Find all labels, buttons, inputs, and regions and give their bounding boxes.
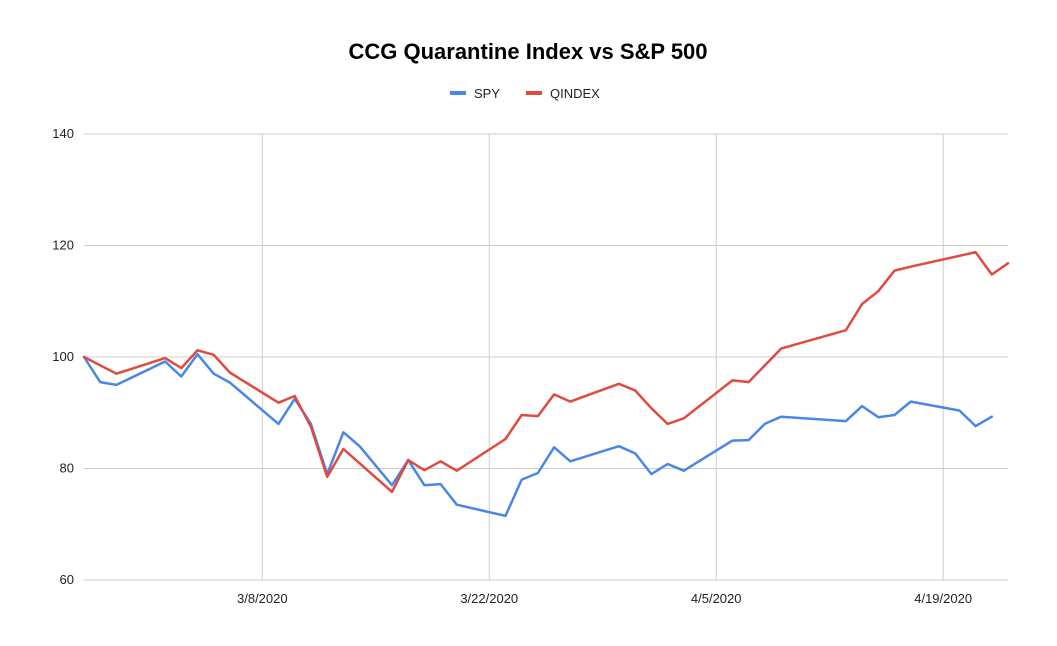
x-tick-label: 4/5/2020 xyxy=(691,591,742,606)
y-tick-label: 120 xyxy=(52,238,74,253)
x-tick-label: 4/19/2020 xyxy=(914,591,972,606)
x-axis-ticks: 3/8/2020 3/22/2020 4/5/2020 4/19/2020 xyxy=(237,591,972,606)
y-tick-label: 100 xyxy=(52,349,74,364)
y-tick-label: 80 xyxy=(60,461,74,476)
plot-series xyxy=(82,250,1010,518)
x-tick-label: 3/22/2020 xyxy=(460,591,518,606)
series-line-qindex xyxy=(82,250,1010,494)
legend-label-spy: SPY xyxy=(474,86,500,101)
y-axis-ticks: 60 80 100 120 140 xyxy=(52,126,74,587)
legend: SPY QINDEX xyxy=(450,86,600,101)
x-tick-label: 3/8/2020 xyxy=(237,591,288,606)
y-gridlines xyxy=(84,133,1008,581)
y-tick-label: 140 xyxy=(52,126,74,141)
chart-title: CCG Quarantine Index vs S&P 500 xyxy=(348,39,707,64)
y-tick-label: 60 xyxy=(60,572,74,587)
legend-label-qindex: QINDEX xyxy=(550,86,600,101)
series-line-spy xyxy=(82,352,994,518)
x-gridlines xyxy=(261,134,944,580)
legend-swatch-qindex xyxy=(526,91,542,95)
legend-swatch-spy xyxy=(450,91,466,95)
